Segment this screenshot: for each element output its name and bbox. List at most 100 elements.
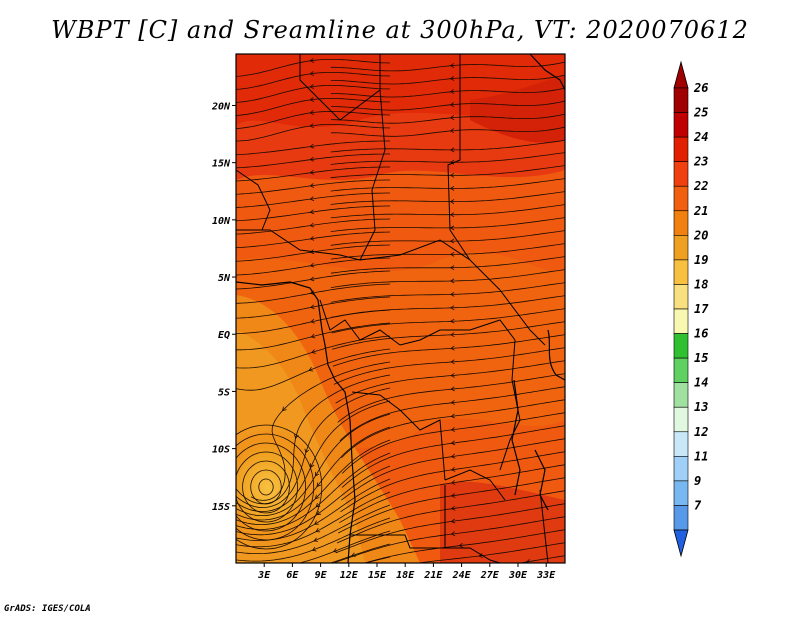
streamline-arrow: [449, 265, 455, 271]
colorbar-swatch: [673, 357, 689, 383]
streamline: [236, 452, 391, 530]
lon-tick-label: 15E: [368, 570, 387, 581]
colorbar-label: 22: [693, 179, 708, 193]
streamline-arrow: [315, 527, 321, 533]
streamline-arrow: [450, 305, 455, 311]
streamline-arrow: [449, 212, 455, 218]
streamline-arrow: [309, 236, 315, 241]
colorbar-swatch: [673, 185, 689, 212]
colorbar-label: 11: [694, 449, 708, 463]
colorbar-label: 21: [693, 204, 708, 218]
colorbar-label: 23: [693, 155, 708, 169]
border-niger-chad: [359, 89, 386, 261]
streamline-arrow: [309, 222, 315, 228]
streamline: [236, 478, 391, 541]
coastline-west-africa: [236, 281, 356, 563]
border-chad-sudan: [447, 54, 471, 261]
streamline: [364, 556, 391, 563]
colorbar-label: 7: [694, 498, 702, 512]
streamlines: [236, 58, 565, 563]
country-borders: [236, 54, 549, 563]
streamline-arrow: [449, 278, 455, 284]
colorbar-top-arrow: [673, 60, 689, 89]
streamline-arrow: [450, 386, 455, 392]
lon-tick-label: 24E: [452, 570, 472, 581]
streamline-arrow: [308, 367, 314, 372]
streamline-arrow: [449, 199, 455, 204]
temperature-field-cyclone-core: [236, 428, 320, 548]
colorbar-label: 24: [693, 130, 708, 144]
streamline-arrow: [310, 318, 315, 324]
colorbar-label: 12: [694, 425, 708, 439]
colorbar-label: 26: [693, 81, 708, 95]
colorbar-swatch: [673, 259, 689, 285]
lon-tick-label: 12E: [340, 570, 359, 581]
streamline-arrow: [309, 169, 315, 175]
streamline-arrow: [449, 159, 455, 165]
colorbar-label: 19: [694, 253, 708, 267]
streamline-arrow: [450, 427, 456, 432]
cyclone-streamline: [258, 478, 274, 496]
streamline: [236, 140, 390, 156]
colorbar-swatch: [673, 456, 689, 482]
lat-tick-label: 10N: [212, 216, 231, 227]
colorbar-swatch: [673, 112, 689, 138]
streamline-arrow: [314, 520, 319, 525]
streamline-arrow: [309, 276, 315, 282]
streamline-arrow: [309, 196, 315, 202]
lon-tick-label: 33E: [536, 570, 556, 581]
border-west-africa: [236, 169, 271, 231]
colorbar-swatch: [673, 308, 689, 334]
lon-tick-label: 3E: [257, 570, 271, 581]
streamline-arrow: [458, 542, 464, 548]
streamline-arrow: [450, 413, 456, 419]
streamline-arrow: [449, 63, 455, 68]
streamline-arrow: [309, 249, 315, 255]
streamline-arrow: [309, 156, 315, 162]
colorbar-swatch: [673, 431, 689, 457]
lat-tick-label: 10S: [212, 445, 230, 456]
lat-tick-label: 15S: [212, 502, 230, 513]
streamline: [236, 400, 391, 512]
colorbar-swatch: [673, 406, 689, 433]
coastline-lake-victoria: [547, 329, 565, 381]
streamline-arrow: [309, 262, 315, 268]
streamline-arrow: [450, 518, 456, 524]
streamline-arrow: [309, 209, 315, 215]
lat-tick-label: 15N: [212, 159, 231, 170]
colorbar-label: 14: [694, 376, 708, 390]
streamline: [517, 555, 565, 563]
streamline-arrow: [450, 480, 456, 485]
colorbar-swatch: [673, 161, 689, 187]
cyclone-streamline: [236, 442, 306, 532]
streamline-arrow: [282, 406, 287, 412]
lon-tick-label: 6E: [286, 570, 299, 581]
lat-tick-label: 5N: [218, 273, 231, 284]
streamline: [236, 439, 391, 525]
streamline-arrow: [449, 291, 455, 297]
lon-tick-label: 18E: [396, 570, 415, 581]
colorbar-label: 25: [693, 106, 708, 120]
coastline-lake-tanganyika: [511, 379, 521, 496]
colorbar-swatch: [673, 136, 689, 162]
colorbar-swatch: [673, 235, 689, 261]
border-car-north: [236, 229, 501, 291]
streamline-arrow: [311, 546, 317, 552]
streamline-arrow: [294, 434, 299, 439]
streamline: [236, 205, 390, 222]
streamline-arrow: [449, 115, 455, 120]
colorbar-swatch: [673, 284, 689, 310]
colorbar-label: 20: [693, 228, 708, 242]
lat-tick-label: 5S: [218, 387, 230, 398]
colorbar-bottom-arrow: [673, 529, 689, 558]
colorbar-label: 15: [694, 351, 708, 365]
streamline-arrow: [316, 482, 322, 488]
streamline-arrow: [310, 333, 316, 339]
streamline-arrow: [449, 89, 455, 94]
longitude-axis: 3E 6E 9E 12E 15E 18E 21E 24E 27E 30E 33E: [257, 563, 556, 581]
streamline-arrow: [309, 143, 315, 149]
cyclone-streamline: [236, 424, 323, 550]
streamline-arrow: [304, 448, 310, 454]
streamline-arrow: [450, 466, 456, 472]
cyclone-streamline: [242, 460, 290, 514]
